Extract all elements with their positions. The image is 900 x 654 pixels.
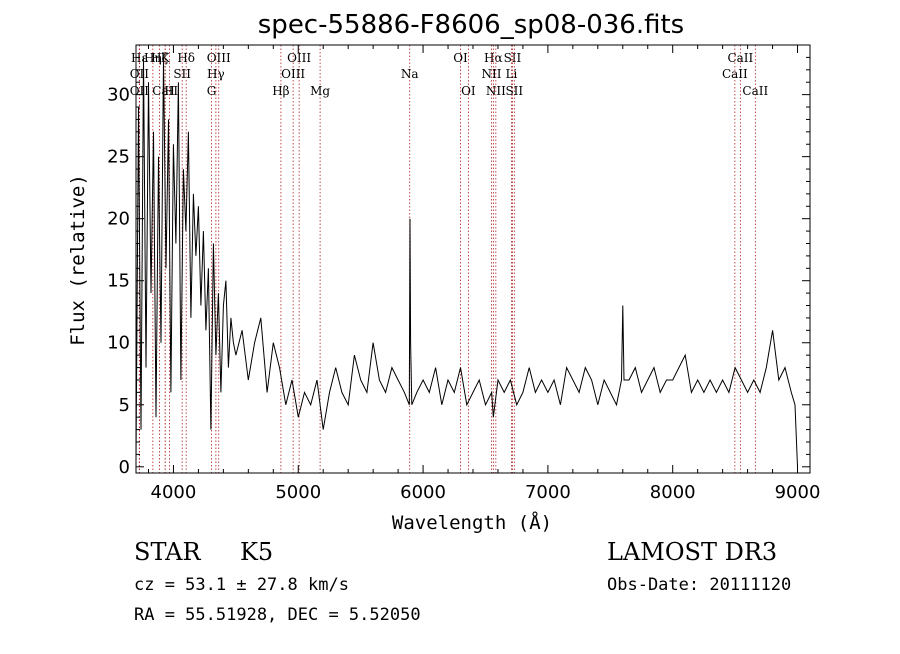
- y-tick-label-15: 15: [107, 271, 130, 292]
- subclass-label: K5: [240, 538, 273, 566]
- spectral-line-label-17: Na: [401, 67, 419, 81]
- spectral-line-label-20: Hα: [484, 51, 503, 65]
- spectral-line-label-10: OIII: [207, 51, 231, 65]
- x-tick-label-5000: 5000: [275, 482, 321, 503]
- y-tick-label-25: 25: [107, 147, 130, 168]
- spectral-line-label-6: K: [161, 51, 171, 65]
- x-tick-label-7000: 7000: [525, 482, 571, 503]
- spectral-line-label-16: Mg: [310, 84, 330, 98]
- obs-date-text: Obs-Date: 20111120: [607, 575, 791, 595]
- plot-frame: [135, 44, 811, 474]
- spectral-line-label-25: SII: [505, 84, 523, 98]
- spectral-line-label-2: OII: [130, 84, 150, 98]
- redshift-text: cz = 53.1 ± 27.8 km/s: [134, 575, 349, 595]
- spectral-line-label-26: CaII: [727, 51, 753, 65]
- spectral-line-label-21: NII: [481, 67, 501, 81]
- flux-series-line: [135, 57, 798, 467]
- coords-text: RA = 55.51928, DEC = 5.52050: [134, 605, 421, 625]
- spectral-line-label-11: Hγ: [207, 67, 225, 81]
- spectral-line-label-12: G: [207, 84, 217, 98]
- spectral-line-label-27: CaII: [722, 67, 748, 81]
- chart-title: spec-55886-F8606_sp08-036.fits: [258, 10, 684, 40]
- x-tick-label-8000: 8000: [650, 482, 696, 503]
- spectral-line-label-22: NII: [486, 84, 506, 98]
- x-tick-label-4000: 4000: [151, 482, 197, 503]
- spectral-line-label-13: Hβ: [272, 84, 289, 98]
- y-tick-label-30: 30: [107, 85, 130, 106]
- spectral-line-label-18: OI: [453, 51, 468, 65]
- x-axis-label: Wavelength (Å): [392, 511, 552, 534]
- x-tick-label-6000: 6000: [400, 482, 446, 503]
- class-label: STAR: [134, 538, 201, 566]
- axis-ticks: 4000 5000 6000 7000 8000 9000 0 5 10 15 20 25 30: [107, 44, 821, 503]
- x-tick-label-9000: 9000: [775, 482, 821, 503]
- spectral-line-label-19: OI: [461, 84, 476, 98]
- y-tick-label-10: 10: [107, 333, 130, 354]
- spectral-line-label-15: OIII: [281, 67, 305, 81]
- y-tick-label-20: 20: [107, 209, 130, 230]
- y-tick-label-0: 0: [119, 457, 130, 478]
- spectral-line-label-28: CaII: [742, 84, 768, 98]
- spectral-line-label-14: OIII: [287, 51, 311, 65]
- spectral-line-label-4: Hζ: [151, 51, 168, 65]
- spectral-line-label-3: Hη: [144, 51, 162, 65]
- spectral-line-label-23: SII: [504, 51, 522, 65]
- survey-label: LAMOST DR3: [607, 538, 777, 566]
- y-axis-label: Flux (relative): [67, 174, 89, 346]
- spectral-line-label-24: Li: [506, 67, 518, 81]
- spectral-line-label-7: H: [164, 84, 174, 98]
- spectral-line-label-9: Hδ: [177, 51, 195, 65]
- y-tick-label-5: 5: [119, 395, 130, 416]
- spectral-line-label-8: SII: [173, 67, 191, 81]
